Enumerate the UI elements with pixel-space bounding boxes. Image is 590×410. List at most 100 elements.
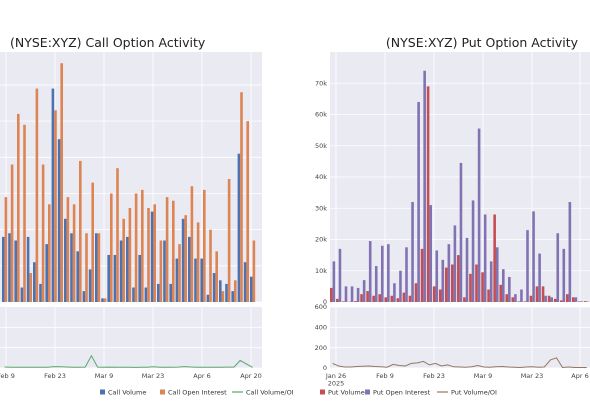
call-open-interest-bar <box>153 204 156 302</box>
call-open-interest-bar <box>165 197 169 302</box>
put-open-interest-bar <box>532 211 535 302</box>
call-x-tick-label: Feb 9 <box>0 372 15 380</box>
put-open-interest-bar <box>350 286 354 302</box>
call-volume-bar <box>212 273 216 302</box>
call-open-interest-bar <box>66 197 70 302</box>
legend-label: Call Volume <box>108 389 146 397</box>
call-open-interest-bar <box>209 229 212 302</box>
put-volume-bar <box>444 267 448 302</box>
call-open-interest-bar <box>10 164 14 302</box>
call-x-tick-label: Mar 23 <box>142 372 165 380</box>
call-volume-bar <box>219 280 222 302</box>
legend-swatch <box>320 389 325 395</box>
put-volume-bar <box>432 286 436 302</box>
put-open-interest-bar <box>411 202 414 302</box>
put-volume-bar <box>547 295 551 302</box>
put-ratio-y-tick-label: 0 <box>323 364 327 372</box>
put-volume-bar <box>584 301 587 302</box>
put-volume-bar <box>342 301 345 302</box>
put-x-tick-label: Mar 9 <box>474 372 492 380</box>
legend-swatch <box>100 389 105 395</box>
call-volume-bar <box>119 240 123 302</box>
call-open-interest-bar <box>29 273 32 302</box>
put-open-interest-bar <box>556 233 560 302</box>
call-open-interest-bar <box>141 189 144 302</box>
put-y-tick-label: 40k <box>315 173 327 181</box>
put-volume-bar <box>457 255 460 302</box>
put-open-interest-bar <box>568 202 572 302</box>
call-open-interest-bar <box>110 193 113 302</box>
put-open-interest-bar <box>580 301 584 302</box>
call-x-tick-label: Apr 6 <box>193 372 210 380</box>
put-open-interest-bar <box>435 250 439 302</box>
put-volume-bar <box>438 289 442 302</box>
put-volume-bar <box>408 295 412 302</box>
put-open-interest-bar <box>520 289 523 302</box>
put-open-interest-bar <box>362 280 366 302</box>
call-open-interest-bar <box>147 207 150 302</box>
call-volume-bar <box>138 254 141 302</box>
call-open-interest-bar <box>79 160 82 302</box>
call-volume-bar <box>206 294 210 302</box>
put-y-tick-label: 50k <box>315 142 327 150</box>
put-x-tick-label: 2025 <box>328 380 345 388</box>
put-open-interest-bar <box>526 230 529 302</box>
put-volume-bar <box>378 294 381 302</box>
put-open-interest-bar <box>477 128 481 302</box>
call-open-interest-bar <box>215 251 218 302</box>
call-open-interest-bar <box>178 244 181 302</box>
call-open-interest-bar <box>172 200 175 302</box>
put-y-tick-label: 10k <box>315 267 327 275</box>
put-ratio-y-tick-label: 600 <box>315 303 327 311</box>
put-open-interest-bar <box>489 261 493 302</box>
call-volume-bar <box>107 254 110 302</box>
put-open-interest-bar <box>387 244 390 302</box>
call-volume-bar <box>175 258 179 302</box>
put-open-interest-bar <box>417 102 420 302</box>
legend-swatch <box>160 389 165 395</box>
call-volume-bar <box>39 283 42 302</box>
put-volume-bar <box>360 294 363 302</box>
call-volume-bar <box>126 236 129 302</box>
put-open-interest-bar <box>344 286 348 302</box>
put-ratio-plot-area <box>330 307 590 368</box>
put-volume-bar <box>336 298 339 302</box>
put-volume-bar <box>420 248 424 302</box>
put-volume-bar <box>493 214 496 302</box>
call-volume-bar <box>163 240 166 302</box>
put-x-tick-label: Mar 23 <box>521 372 544 380</box>
put-volume-bar <box>475 264 478 302</box>
put-volume-bar <box>572 297 575 302</box>
call-volume-bar <box>144 287 148 302</box>
put-volume-bar <box>390 295 394 302</box>
call-open-interest-bar <box>122 218 125 302</box>
call-open-interest-bar <box>17 113 20 302</box>
call-open-interest-bar <box>227 179 231 302</box>
put-open-interest-bar <box>332 261 336 302</box>
call-volume-bar <box>33 262 36 302</box>
put-ratio-y-tick-label: 200 <box>315 344 327 352</box>
put-open-interest-bar <box>441 259 445 302</box>
call-open-interest-bar <box>196 222 200 302</box>
call-volume-bar <box>150 211 154 302</box>
put-open-interest-bar <box>459 162 463 302</box>
call-volume-bar <box>194 258 197 302</box>
call-volume-oi-line <box>4 354 253 368</box>
put-y-tick-label: 0 <box>323 298 327 306</box>
put-open-interest-bar <box>399 270 402 302</box>
call-volume-bar <box>14 240 17 302</box>
put-open-interest-bar <box>508 277 511 302</box>
legend-label: Call Volume/OI <box>246 389 294 397</box>
put-volume-bar <box>578 301 581 302</box>
legend-label: Put Open Interest <box>373 389 430 397</box>
put-volume-bar <box>354 301 357 302</box>
put-volume-bar <box>481 272 484 302</box>
call-open-interest-bar <box>4 197 8 302</box>
put-open-interest-bar <box>471 200 475 302</box>
put-volume-bar <box>402 292 406 302</box>
put-open-interest-bar <box>429 205 432 302</box>
call-open-interest-bar <box>85 233 88 302</box>
call-volume-bar <box>188 236 191 302</box>
call-open-interest-bar <box>203 189 206 302</box>
